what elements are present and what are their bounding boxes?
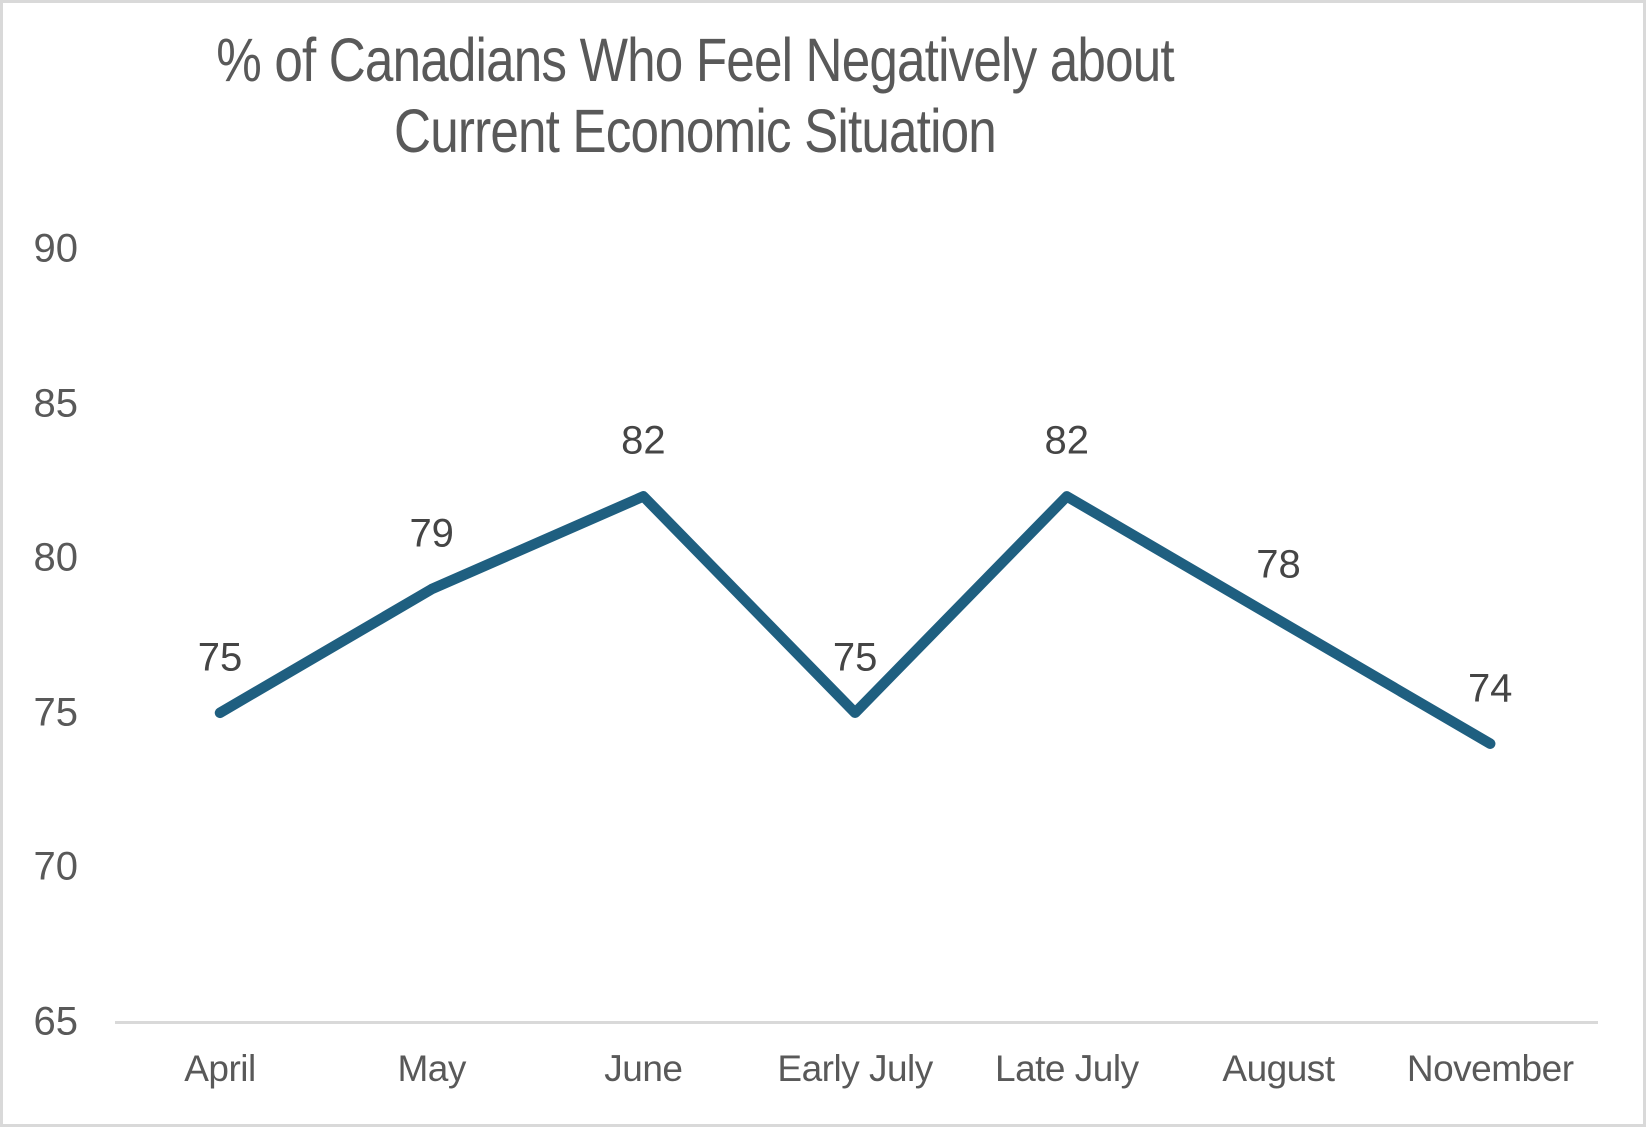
data-label-early-july: 75 — [832, 635, 878, 680]
chart-title: % of Canadians Who Feel Negatively about… — [114, 25, 1277, 167]
plot-area — [214, 491, 1496, 749]
y-tick-label-80: 80 — [33, 535, 79, 580]
series-line — [214, 491, 1496, 749]
y-tick-label-85: 85 — [33, 381, 79, 426]
x-category-label-late-july: Late July — [995, 1048, 1139, 1089]
data-label-november: 74 — [1467, 666, 1513, 711]
x-category-label-early-july: Early July — [777, 1048, 933, 1089]
x-category-label-november: November — [1406, 1048, 1574, 1089]
y-tick-label-75: 75 — [33, 690, 79, 735]
chart-title-line-2: Current Economic Situation — [394, 97, 997, 165]
x-category-label-april: April — [184, 1048, 256, 1089]
y-tick-label-90: 90 — [33, 226, 79, 271]
x-category-label-august: August — [1222, 1048, 1335, 1089]
data-label-june: 82 — [621, 418, 666, 463]
data-label-april: 75 — [197, 635, 243, 680]
x-axis-line — [115, 1021, 1598, 1024]
y-tick-label-70: 70 — [33, 844, 79, 889]
x-category-label-june: June — [604, 1048, 683, 1089]
data-label-late-july: 82 — [1044, 418, 1090, 463]
x-category-label-may: May — [397, 1048, 466, 1089]
y-tick-label-65: 65 — [33, 999, 79, 1044]
data-label-may: 79 — [409, 511, 454, 556]
data-label-august: 78 — [1256, 542, 1301, 587]
chart-title-line-1: % of Canadians Who Feel Negatively about — [216, 26, 1174, 94]
